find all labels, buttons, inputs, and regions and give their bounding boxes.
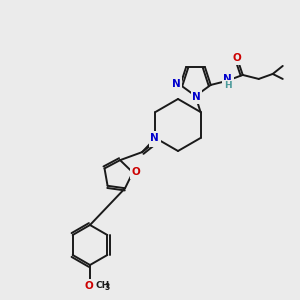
Text: N: N <box>224 74 232 84</box>
Text: O: O <box>85 281 93 291</box>
Text: N: N <box>192 92 201 102</box>
Text: O: O <box>151 135 160 145</box>
Text: N: N <box>172 79 181 89</box>
Text: O: O <box>131 167 140 177</box>
Text: H: H <box>224 81 232 90</box>
Text: O: O <box>232 53 241 63</box>
Text: CH: CH <box>95 281 109 290</box>
Text: N: N <box>150 133 159 143</box>
Text: 3: 3 <box>104 284 110 292</box>
